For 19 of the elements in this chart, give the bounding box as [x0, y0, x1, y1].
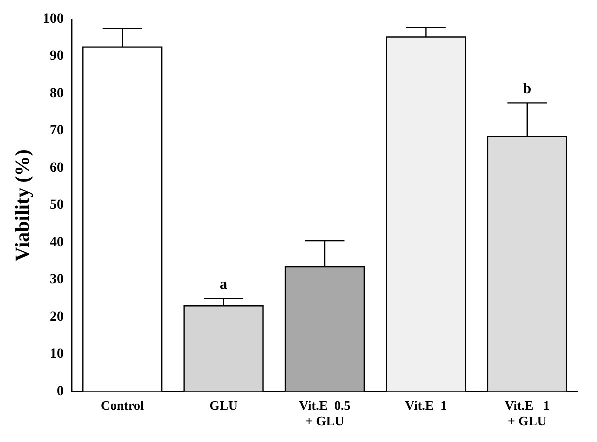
- y-tick-label: 60: [50, 160, 64, 176]
- x-tick-label: Control: [101, 398, 145, 413]
- y-tick-label: 100: [43, 12, 64, 28]
- y-tick-label: 0: [57, 384, 64, 400]
- y-tick-label: 30: [50, 272, 64, 288]
- y-axis-title: Viability (%): [12, 150, 34, 262]
- y-tick-label: 70: [50, 124, 64, 139]
- x-tick-label: Vit.E 0.5 + GLU: [299, 398, 352, 429]
- y-tick-label: 10: [50, 347, 64, 362]
- x-tick-label: GLU: [210, 398, 238, 413]
- y-tick-label: 90: [50, 49, 64, 64]
- annotation: a: [220, 277, 228, 294]
- y-tick-label: 40: [50, 235, 64, 250]
- y-tick-label: 50: [50, 198, 64, 214]
- x-tick-label: Vit.E 1: [405, 398, 448, 413]
- x-tick-label: Vit.E 1 + GLU: [504, 398, 550, 429]
- y-tick-label: 80: [50, 86, 64, 102]
- annotation: b: [523, 82, 532, 98]
- y-tick-label: 20: [50, 310, 64, 325]
